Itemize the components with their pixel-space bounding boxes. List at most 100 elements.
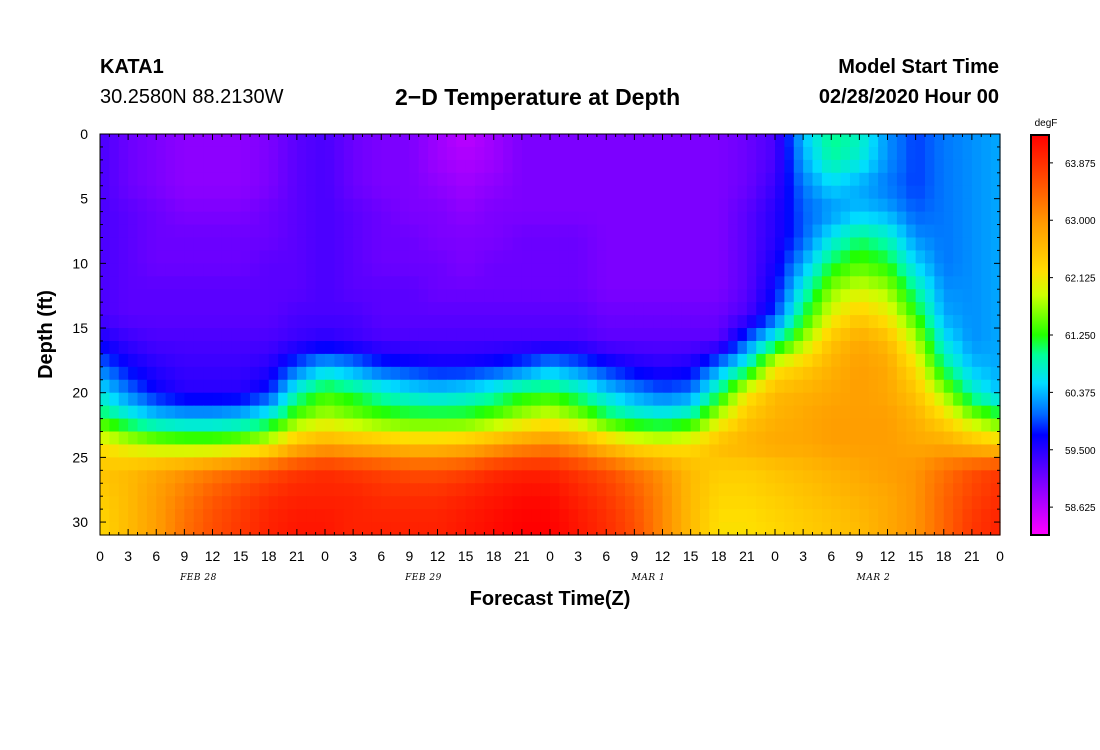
heatmap-cell (259, 328, 270, 342)
heatmap-cell (615, 172, 626, 187)
heatmap-cell (259, 302, 270, 316)
heatmap-cell (690, 263, 701, 277)
colorbar-tick-label: 63.875 (1065, 159, 1096, 170)
heatmap-cell (568, 172, 579, 187)
heatmap-cell (531, 211, 542, 226)
heatmap-cell (240, 392, 251, 407)
heatmap-cell (325, 146, 335, 161)
heatmap-cell (746, 431, 757, 446)
heatmap-cell (334, 457, 345, 471)
heatmap-cell (175, 470, 185, 484)
heatmap-cell (203, 444, 214, 458)
heatmap-cell (756, 224, 767, 239)
heatmap-cell (175, 289, 185, 303)
heatmap-cell (512, 237, 523, 252)
heatmap-cell (137, 237, 148, 252)
heatmap-cell (268, 522, 279, 536)
x-tick-label: 21 (514, 548, 530, 564)
heatmap-cell (737, 263, 748, 277)
heatmap-cell (953, 185, 964, 200)
heatmap-cell (184, 392, 195, 407)
heatmap-cell (821, 159, 832, 174)
heatmap-cell (521, 379, 532, 394)
heatmap-cell (315, 237, 326, 252)
heatmap-cell (118, 470, 129, 484)
heatmap-cell (896, 172, 907, 187)
heatmap-cell (896, 185, 907, 200)
heatmap-cell (803, 353, 814, 368)
heatmap-cell (540, 302, 551, 316)
heatmap-cell (512, 522, 523, 536)
heatmap-cell (578, 405, 589, 420)
heatmap-cell (728, 340, 739, 355)
heatmap-cell (362, 418, 373, 433)
heatmap-cell (953, 522, 964, 536)
heatmap-cell (690, 315, 701, 329)
heatmap-cell (165, 263, 176, 277)
heatmap-cell (981, 146, 992, 161)
heatmap-cell (671, 392, 682, 407)
heatmap-cell (765, 276, 776, 290)
date-label: MAR 2 (856, 573, 891, 583)
heatmap-cell (503, 302, 514, 316)
heatmap-cell (287, 263, 298, 277)
heatmap-cell (343, 418, 354, 433)
heatmap-cell (156, 366, 167, 381)
heatmap-cell (681, 366, 692, 381)
heatmap-cell (756, 172, 767, 187)
heatmap-cell (306, 315, 317, 329)
heatmap-cell (512, 366, 523, 381)
heatmap-cell (737, 328, 748, 342)
heatmap-cell (793, 172, 804, 187)
heatmap-cell (718, 379, 729, 394)
heatmap-cell (278, 509, 289, 523)
heatmap-cell (990, 418, 1001, 433)
heatmap-cell (718, 237, 729, 252)
heatmap-cell (306, 237, 317, 252)
heatmap-cell (550, 315, 560, 329)
heatmap-cell (821, 276, 832, 290)
heatmap-cell (962, 250, 973, 264)
heatmap-cell (756, 211, 767, 226)
heatmap-cell (231, 509, 242, 523)
heatmap-cell (709, 509, 720, 523)
heatmap-cell (634, 418, 645, 433)
heatmap-cell (250, 211, 260, 226)
heatmap-cell (400, 483, 410, 497)
heatmap-cell (306, 353, 317, 368)
heatmap-cell (512, 509, 523, 523)
heatmap-cell (325, 302, 335, 316)
heatmap-cell (793, 237, 804, 252)
heatmap-cell (990, 353, 1001, 368)
heatmap-cell (943, 237, 954, 252)
heatmap-cell (390, 146, 401, 161)
heatmap-cell (915, 483, 926, 497)
heatmap-cell (268, 496, 279, 510)
heatmap-cell (906, 340, 917, 355)
heatmap-cell (868, 483, 879, 497)
heatmap-cell (578, 418, 589, 433)
heatmap-cell (456, 405, 467, 420)
heatmap-cell (437, 483, 448, 497)
heatmap-cell (109, 134, 120, 148)
heatmap-cell (381, 483, 392, 497)
heatmap-cell (371, 302, 382, 316)
heatmap-cell (990, 509, 1001, 523)
heatmap-cell (943, 444, 954, 458)
heatmap-cell (709, 457, 720, 471)
heatmap-cell (456, 315, 467, 329)
heatmap-cell (578, 159, 589, 174)
heatmap-cell (878, 509, 889, 523)
heatmap-cell (353, 263, 364, 277)
heatmap-cell (437, 379, 448, 394)
heatmap-cell (953, 289, 964, 303)
heatmap-cell (475, 431, 485, 446)
heatmap-cell (868, 159, 879, 174)
heatmap-cell (568, 405, 579, 420)
heatmap-cell (381, 237, 392, 252)
heatmap-cell (109, 289, 120, 303)
heatmap-cell (203, 276, 214, 290)
heatmap-cell (409, 302, 420, 316)
heatmap-cell (521, 483, 532, 497)
heatmap-cell (446, 237, 457, 252)
